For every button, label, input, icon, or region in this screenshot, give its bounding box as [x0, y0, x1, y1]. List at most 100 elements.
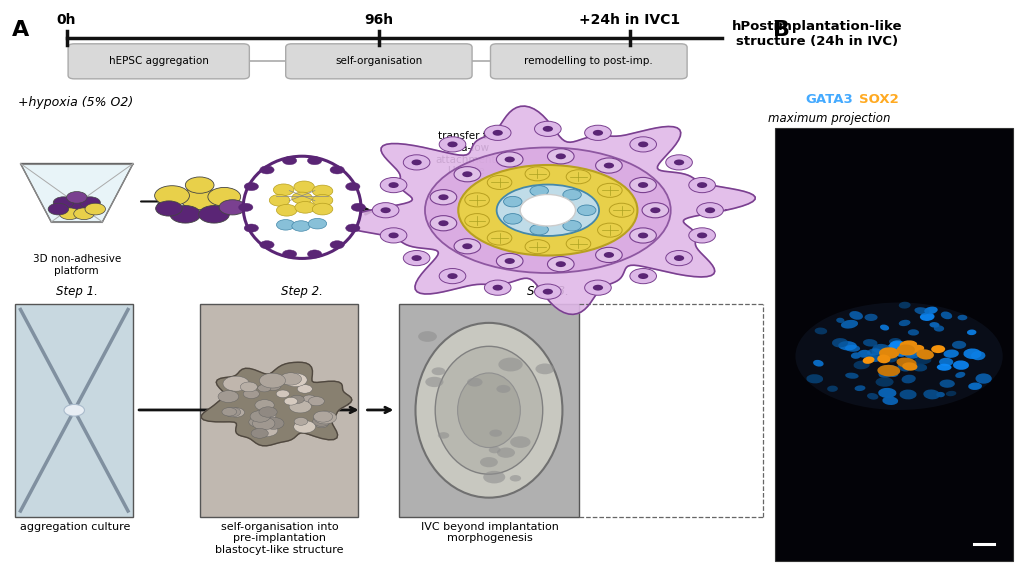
Circle shape: [241, 382, 257, 392]
Circle shape: [467, 378, 482, 387]
Ellipse shape: [931, 345, 945, 353]
Circle shape: [312, 416, 331, 426]
Circle shape: [697, 232, 708, 238]
Circle shape: [263, 418, 284, 429]
Ellipse shape: [914, 307, 930, 315]
Ellipse shape: [971, 351, 985, 360]
Circle shape: [156, 201, 182, 216]
Circle shape: [439, 137, 466, 152]
Ellipse shape: [900, 340, 918, 349]
Circle shape: [244, 182, 258, 190]
Ellipse shape: [827, 385, 838, 392]
Circle shape: [330, 241, 344, 249]
Text: transfer to
ultra-low
attachment
U-plate: transfer to ultra-low attachment U-plate: [435, 131, 497, 176]
Circle shape: [497, 385, 510, 393]
Ellipse shape: [888, 370, 898, 377]
Ellipse shape: [957, 315, 968, 320]
Circle shape: [638, 273, 648, 279]
Circle shape: [530, 224, 549, 235]
Circle shape: [290, 395, 304, 404]
Ellipse shape: [416, 323, 562, 498]
Circle shape: [219, 200, 246, 215]
Circle shape: [260, 166, 274, 174]
Circle shape: [510, 436, 530, 448]
Circle shape: [520, 194, 575, 226]
Circle shape: [250, 411, 270, 422]
Circle shape: [294, 181, 314, 193]
Text: 3D non-adhesive
platform: 3D non-adhesive platform: [33, 254, 121, 276]
Circle shape: [260, 374, 280, 385]
Ellipse shape: [459, 165, 637, 256]
Ellipse shape: [244, 157, 360, 258]
Ellipse shape: [851, 352, 861, 359]
Ellipse shape: [879, 369, 894, 378]
Circle shape: [593, 130, 603, 135]
Circle shape: [289, 400, 311, 413]
Text: Step 3.: Step 3.: [527, 285, 568, 298]
Ellipse shape: [863, 339, 878, 346]
Circle shape: [412, 159, 422, 165]
Ellipse shape: [872, 344, 891, 354]
Circle shape: [80, 197, 100, 208]
Circle shape: [548, 149, 574, 164]
Circle shape: [484, 280, 511, 296]
Circle shape: [431, 367, 445, 375]
Circle shape: [307, 157, 322, 165]
Circle shape: [530, 186, 549, 196]
Circle shape: [566, 170, 591, 184]
Circle shape: [525, 167, 550, 181]
Ellipse shape: [458, 373, 520, 447]
Circle shape: [222, 408, 237, 416]
Circle shape: [273, 184, 294, 196]
Circle shape: [488, 447, 501, 453]
Circle shape: [454, 239, 480, 254]
Ellipse shape: [946, 391, 956, 396]
Circle shape: [265, 382, 281, 391]
Text: aggregation culture: aggregation culture: [19, 522, 130, 531]
Circle shape: [650, 207, 660, 213]
Circle shape: [438, 432, 450, 439]
Circle shape: [543, 288, 553, 294]
Polygon shape: [340, 106, 755, 314]
Ellipse shape: [901, 375, 915, 384]
Circle shape: [346, 182, 360, 190]
Ellipse shape: [905, 344, 915, 352]
Ellipse shape: [934, 325, 944, 332]
Circle shape: [260, 241, 274, 249]
Text: maximum projection: maximum projection: [768, 112, 891, 125]
Circle shape: [439, 269, 466, 284]
Circle shape: [593, 285, 603, 291]
Circle shape: [696, 203, 723, 218]
Circle shape: [430, 190, 457, 205]
Ellipse shape: [936, 392, 945, 397]
Circle shape: [465, 193, 489, 207]
Circle shape: [314, 420, 329, 427]
Ellipse shape: [889, 342, 906, 351]
FancyBboxPatch shape: [286, 44, 472, 79]
Circle shape: [351, 203, 366, 211]
Circle shape: [418, 331, 437, 342]
Text: GATA3: GATA3: [806, 93, 853, 106]
Circle shape: [294, 420, 315, 433]
Circle shape: [308, 397, 325, 406]
Ellipse shape: [908, 329, 919, 336]
Circle shape: [483, 471, 505, 484]
Text: SOX2: SOX2: [859, 93, 898, 106]
Ellipse shape: [855, 385, 865, 391]
Circle shape: [465, 214, 489, 228]
Text: Step 1.: Step 1.: [56, 285, 97, 298]
Circle shape: [259, 373, 286, 388]
Circle shape: [563, 189, 582, 200]
Circle shape: [292, 221, 310, 231]
Circle shape: [487, 175, 512, 189]
Ellipse shape: [435, 346, 543, 474]
Ellipse shape: [879, 347, 899, 359]
Ellipse shape: [904, 349, 922, 359]
Ellipse shape: [849, 311, 863, 320]
Circle shape: [259, 407, 278, 417]
Circle shape: [548, 256, 574, 272]
Circle shape: [67, 192, 87, 203]
Circle shape: [462, 171, 472, 177]
Circle shape: [596, 248, 623, 263]
Circle shape: [630, 269, 656, 284]
